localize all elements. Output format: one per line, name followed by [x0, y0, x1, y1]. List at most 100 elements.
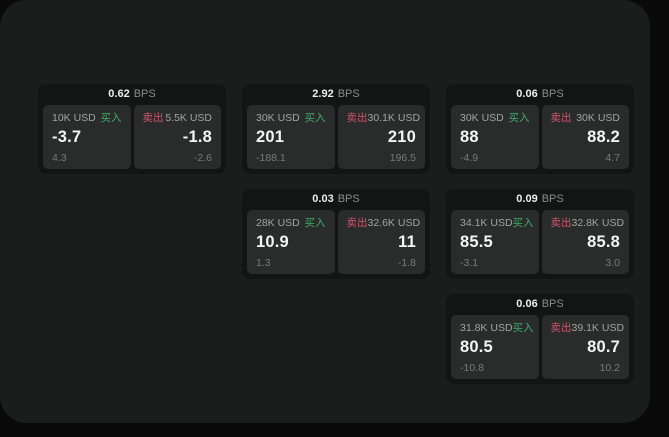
spread-header: 0.62 BPS	[43, 84, 221, 105]
quote-card: 2.92 BPS 30K USD 买入 201 -188.1 卖出 30.1K …	[242, 84, 430, 174]
buy-price: 201	[256, 128, 285, 146]
quote-card-body: 28K USD 买入 10.9 1.3 卖出 32.6K USD 11 -1.8	[247, 210, 425, 274]
spread-value: 0.06	[516, 298, 538, 310]
buy-delta: -188.1	[256, 152, 286, 164]
spread-header: 0.06 BPS	[451, 294, 629, 315]
sell-amount: 32.6K USD	[367, 217, 421, 229]
spread-unit-label: BPS	[541, 193, 564, 205]
buy-tile-top: 30K USD 买入	[460, 112, 530, 125]
sell-tile-top: 卖出 30.1K USD	[346, 112, 421, 125]
buy-quote-tile[interactable]: 34.1K USD 买入 85.5 -3.1	[451, 210, 539, 274]
sell-delta: 3.0	[605, 257, 620, 269]
sell-delta: 10.2	[599, 362, 620, 374]
buy-side-label: 买入	[304, 217, 326, 229]
sell-quote-tile[interactable]: 卖出 30.1K USD 210 196.5	[337, 105, 425, 169]
sell-amount: 5.5K USD	[165, 112, 212, 124]
app-surface: 0.62 BPS 10K USD 买入 -3.7 4.3 卖出 5.5K USD	[0, 0, 650, 423]
sell-amount: 30.1K USD	[367, 112, 421, 124]
spread-value: 0.03	[312, 193, 334, 205]
quote-card: 0.09 BPS 34.1K USD 买入 85.5 -3.1 卖出 32.8K…	[446, 189, 634, 279]
buy-price: 10.9	[256, 233, 289, 251]
quote-card: 0.62 BPS 10K USD 买入 -3.7 4.3 卖出 5.5K USD	[38, 84, 226, 174]
spread-unit-label: BPS	[337, 88, 360, 100]
spread-value: 0.62	[108, 88, 130, 100]
quote-card: 0.03 BPS 28K USD 买入 10.9 1.3 卖出 32.6K US…	[242, 189, 430, 279]
buy-price: -3.7	[52, 128, 82, 146]
sell-amount: 32.8K USD	[571, 217, 625, 229]
quote-card: 0.06 BPS 31.8K USD 买入 80.5 -10.8 卖出 39.1…	[446, 294, 634, 384]
sell-delta: -1.8	[397, 257, 416, 269]
spread-header: 0.03 BPS	[247, 189, 425, 210]
buy-delta: 1.3	[256, 257, 271, 269]
sell-price: 88.2	[587, 128, 620, 146]
sell-side-label: 卖出	[142, 112, 164, 124]
spread-unit-label: BPS	[133, 88, 156, 100]
quote-card-body: 30K USD 买入 201 -188.1 卖出 30.1K USD 210 1…	[247, 105, 425, 169]
buy-quote-tile[interactable]: 31.8K USD 买入 80.5 -10.8	[451, 315, 539, 379]
spread-value: 0.06	[516, 88, 538, 100]
buy-price: 80.5	[460, 338, 493, 356]
buy-amount: 30K USD	[460, 112, 504, 124]
buy-quote-tile[interactable]: 28K USD 买入 10.9 1.3	[247, 210, 335, 274]
sell-quote-tile[interactable]: 卖出 32.8K USD 85.8 3.0	[541, 210, 629, 274]
buy-delta: -3.1	[460, 257, 479, 269]
buy-side-label: 买入	[512, 322, 534, 334]
quote-card-body: 10K USD 买入 -3.7 4.3 卖出 5.5K USD -1.8 -2.…	[43, 105, 221, 169]
buy-side-label: 买入	[304, 112, 326, 124]
spread-value: 0.09	[516, 193, 538, 205]
buy-tile-top: 28K USD 买入	[256, 217, 326, 230]
buy-tile-top: 34.1K USD 买入	[460, 217, 534, 230]
spread-unit-label: BPS	[541, 298, 564, 310]
quote-card-body: 34.1K USD 买入 85.5 -3.1 卖出 32.8K USD 85.8…	[451, 210, 629, 274]
quote-card: 0.06 BPS 30K USD 买入 88 -4.9 卖出 30K USD	[446, 84, 634, 174]
buy-side-label: 买入	[512, 217, 534, 229]
buy-quote-tile[interactable]: 30K USD 买入 88 -4.9	[451, 105, 539, 169]
buy-tile-top: 10K USD 买入	[52, 112, 122, 125]
quote-card-body: 31.8K USD 买入 80.5 -10.8 卖出 39.1K USD 80.…	[451, 315, 629, 379]
buy-side-label: 买入	[100, 112, 122, 124]
sell-side-label: 卖出	[550, 217, 572, 229]
buy-amount: 28K USD	[256, 217, 300, 229]
sell-delta: 4.7	[605, 152, 620, 164]
quote-card-body: 30K USD 买入 88 -4.9 卖出 30K USD 88.2 4.7	[451, 105, 629, 169]
sell-side-label: 卖出	[346, 217, 368, 229]
sell-quote-tile[interactable]: 卖出 30K USD 88.2 4.7	[541, 105, 629, 169]
sell-price: 85.8	[587, 233, 620, 251]
sell-price: 80.7	[587, 338, 620, 356]
sell-quote-tile[interactable]: 卖出 39.1K USD 80.7 10.2	[541, 315, 629, 379]
sell-delta: 196.5	[389, 152, 416, 164]
buy-price: 85.5	[460, 233, 493, 251]
sell-tile-top: 卖出 32.8K USD	[550, 217, 625, 230]
spread-unit-label: BPS	[541, 88, 564, 100]
buy-delta: -4.9	[460, 152, 479, 164]
spread-header: 0.06 BPS	[451, 84, 629, 105]
buy-delta: 4.3	[52, 152, 67, 164]
sell-price: 210	[387, 128, 416, 146]
sell-quote-tile[interactable]: 卖出 32.6K USD 11 -1.8	[337, 210, 425, 274]
sell-tile-top: 卖出 30K USD	[551, 112, 621, 125]
buy-tile-top: 30K USD 买入	[256, 112, 326, 125]
sell-price: 11	[398, 233, 416, 251]
sell-tile-top: 卖出 32.6K USD	[346, 217, 421, 230]
quote-cards-grid: 0.62 BPS 10K USD 买入 -3.7 4.3 卖出 5.5K USD	[38, 84, 634, 384]
spread-header: 2.92 BPS	[247, 84, 425, 105]
sell-amount: 30K USD	[576, 112, 620, 124]
sell-side-label: 卖出	[550, 322, 572, 334]
buy-amount: 30K USD	[256, 112, 300, 124]
buy-amount: 10K USD	[52, 112, 96, 124]
spread-value: 2.92	[312, 88, 334, 100]
buy-price: 88	[460, 128, 479, 146]
buy-side-label: 买入	[508, 112, 530, 124]
buy-tile-top: 31.8K USD 买入	[460, 322, 534, 335]
sell-side-label: 卖出	[346, 112, 368, 124]
sell-price: -1.8	[182, 128, 212, 146]
sell-quote-tile[interactable]: 卖出 5.5K USD -1.8 -2.6	[133, 105, 221, 169]
sell-delta: -2.6	[193, 152, 212, 164]
sell-side-label: 卖出	[550, 112, 572, 124]
sell-tile-top: 卖出 39.1K USD	[550, 322, 625, 335]
sell-tile-top: 卖出 5.5K USD	[143, 112, 213, 125]
buy-quote-tile[interactable]: 30K USD 买入 201 -188.1	[247, 105, 335, 169]
spread-unit-label: BPS	[337, 193, 360, 205]
buy-quote-tile[interactable]: 10K USD 买入 -3.7 4.3	[43, 105, 131, 169]
spread-header: 0.09 BPS	[451, 189, 629, 210]
